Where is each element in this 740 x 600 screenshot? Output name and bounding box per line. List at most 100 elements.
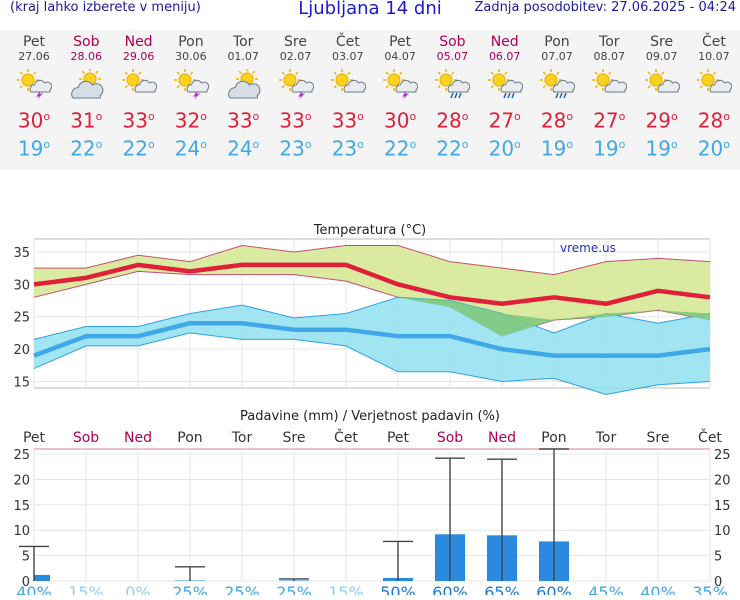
max-temp: 28o (540, 108, 574, 133)
lightning-shape (36, 91, 43, 100)
y-tick-label: 5 (22, 550, 30, 565)
day-forecast: Pon 07.07 28o 19o (531, 34, 583, 160)
probability-label: 25% (224, 583, 260, 595)
cloud-shape (395, 79, 419, 93)
max-temp: 32o (174, 108, 207, 133)
weather-icon-wrap (16, 69, 53, 100)
cloud-shape (500, 79, 523, 93)
y-tick-label-right: 5 (714, 550, 722, 565)
day-forecast: Tor 08.07 27o 19o (583, 34, 635, 160)
day-name: Čet (701, 34, 726, 50)
x-tick-label: Pet (387, 430, 410, 446)
day-name: Sob (73, 34, 100, 50)
daily-forecast-strip: Pet 27.06 30o 19o Sob 28.06 31o 22o Ned 29.06 33o 2… (0, 30, 740, 170)
min-temp: 22o (70, 136, 103, 161)
max-temp: 27o (488, 108, 521, 133)
min-temp-value: 19 (645, 136, 671, 161)
lightning-shape (297, 91, 305, 100)
day-forecast: Sre 02.07 33o 23o (270, 34, 322, 160)
last-update: Zadnja posodobitev: 27.06.2025 - 04:24 (474, 0, 736, 15)
day-date: 08.07 (593, 50, 626, 63)
page-title: Ljubljana 14 dni (298, 0, 442, 19)
rain-drop (450, 92, 455, 99)
rain-drop (458, 92, 463, 99)
rain-drop (511, 92, 515, 99)
max-temp-value: 28 (540, 108, 567, 133)
y-tick-label: 10 (13, 524, 30, 539)
day-forecast: Sre 09.07 29o 19o (636, 34, 688, 160)
min-temp-value: 22 (122, 136, 148, 161)
sun-cloud-thunder-icon (173, 69, 210, 100)
max-temp-value: 30 (17, 108, 44, 133)
max-temp-value: 31 (70, 108, 96, 133)
cloud-shape (228, 80, 261, 99)
sun-shape (435, 69, 458, 91)
cloud-shape (291, 79, 314, 93)
min-temp: 24o (227, 136, 260, 161)
sun-cloud-icon (696, 69, 733, 93)
max-temp-band-edge (34, 244, 711, 276)
sun-cloud-icon (644, 69, 680, 93)
day-name: Pet (22, 34, 46, 50)
day-forecast: Sob 05.07 28o 22o (426, 34, 478, 160)
probability-label: 25% (276, 583, 312, 595)
max-temp-value: 33 (279, 108, 305, 133)
min-temp: 22o (436, 136, 469, 161)
header-menu-hint[interactable]: (kraj lahko izberete v meniju) (10, 0, 201, 15)
cloud-shape (552, 79, 576, 93)
cloud-sun-icon (228, 68, 261, 99)
min-temp: 19o (540, 136, 574, 161)
day-date: 02.07 (279, 50, 312, 63)
weather-icon-wrap (330, 69, 366, 99)
weather-icon-wrap (434, 69, 471, 99)
min-temp-line (33, 320, 711, 358)
max-temp: 29o (645, 108, 678, 133)
probability-label: 60% (432, 583, 468, 595)
weather-icon-wrap (644, 69, 680, 99)
max-temp-value: 27 (488, 108, 515, 133)
min-temp-value: 22 (436, 136, 462, 161)
probability-label: 40% (640, 583, 676, 595)
precip-bar (34, 574, 50, 581)
min-temp: 24o (174, 136, 207, 161)
day-date: 09.07 (645, 50, 678, 63)
min-temp-value: 19 (540, 136, 567, 161)
max-temp-value: 28 (697, 108, 724, 133)
cloud-shape (448, 79, 471, 93)
weather-icon-wrap (278, 69, 314, 100)
x-tick-label: Pon (541, 430, 566, 446)
chart-title: Padavine (mm) / Verjetnost padavin (%) (240, 409, 500, 424)
max-temp-value: 32 (174, 108, 201, 133)
chart-title: Temperatura (°C) (313, 223, 426, 238)
day-name: Čet (335, 34, 360, 50)
probability-label: 25% (172, 583, 208, 595)
max-temp-value: 33 (331, 108, 358, 133)
max-temp: 31o (70, 108, 103, 133)
min-temp-value: 22 (70, 136, 96, 161)
min-temp: 19o (645, 136, 678, 161)
probability-label: 15% (68, 583, 104, 595)
probability-label: 35% (692, 583, 728, 595)
sun-cloud-rain-icon (540, 69, 576, 99)
x-tick-label: Tor (595, 430, 617, 446)
watermark: vreme.us (560, 241, 616, 255)
x-tick-label: Ned (124, 430, 152, 446)
day-date: 07.07 (541, 50, 573, 63)
y-tick-label: 20 (13, 473, 30, 488)
y-tick-label: 15 (13, 499, 30, 514)
day-forecast: Čet 10.07 28o 20o (688, 34, 740, 160)
day-name: Ned (490, 34, 519, 50)
weather-icon-wrap (696, 69, 733, 99)
day-date: 10.07 (698, 50, 730, 63)
sun-cloud-thunder-icon (383, 69, 419, 100)
min-temp-value: 20 (488, 136, 515, 161)
min-temp: 20o (488, 136, 521, 161)
rain-drop (507, 92, 511, 99)
x-tick-label: Čet (698, 428, 722, 446)
max-temp: 30o (17, 108, 51, 133)
day-name: Pet (389, 34, 412, 50)
x-tick-label: Sob (437, 430, 463, 446)
plot-area (33, 448, 711, 582)
min-temp: 22o (384, 136, 417, 161)
max-temp-line (33, 262, 711, 307)
